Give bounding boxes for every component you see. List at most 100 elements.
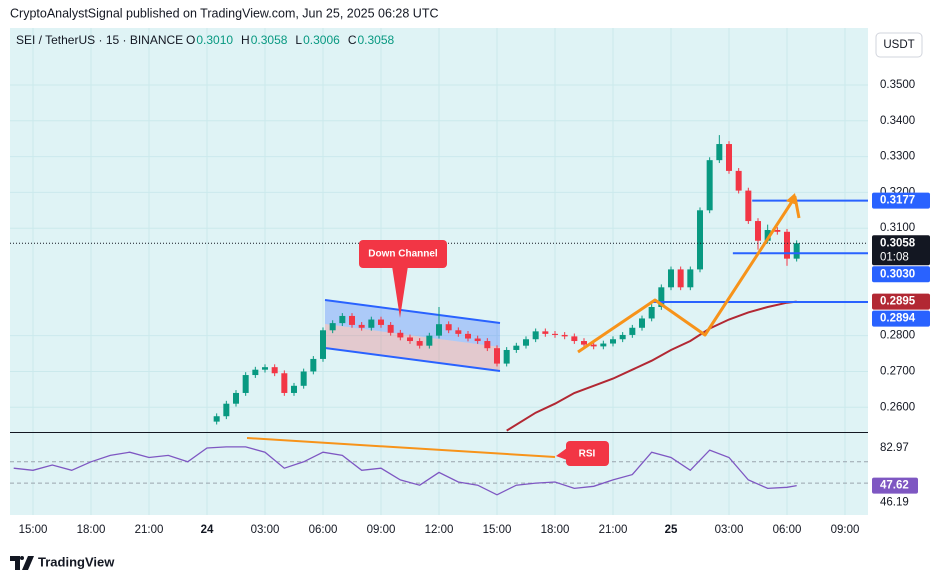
ohlc-key: L <box>295 33 302 47</box>
rsi-line <box>13 446 797 496</box>
price-label-box <box>872 310 930 327</box>
currency-box <box>875 32 923 58</box>
x-tick-label: 03:00 <box>251 524 280 536</box>
candle-body <box>580 341 587 345</box>
symbol: SEI / TetherUS · 15 · BINANCE <box>16 33 183 47</box>
candle-body <box>571 336 578 342</box>
candle-body <box>551 333 558 335</box>
rsi-annotation: RSI <box>246 437 609 466</box>
candle-body <box>368 319 375 328</box>
candle-body <box>542 331 549 334</box>
price-label-box <box>872 192 930 209</box>
candle-body <box>474 338 481 342</box>
callout-box <box>359 240 447 268</box>
publisher-text: CryptoAnalystSignal published on Trading… <box>10 6 439 20</box>
rsi-callout-box <box>566 441 609 466</box>
down-channel <box>324 299 501 372</box>
price-label: 0.2895 <box>880 296 916 308</box>
ohlc-value: 0.3058 <box>251 33 288 47</box>
price-label: 0.3030 <box>880 268 915 280</box>
candle-body <box>262 367 269 370</box>
rsi-trendline <box>246 437 556 458</box>
rsi-pointer <box>556 448 567 460</box>
callout-text: Down Channel <box>368 249 438 260</box>
rsi-value-box <box>872 477 918 494</box>
channel-lower-fill <box>325 324 500 371</box>
candle-body <box>378 319 385 325</box>
candle-body <box>426 335 433 346</box>
candle-body <box>667 269 674 288</box>
rsi-value: 47.62 <box>880 480 909 492</box>
x-tick-label: 06:00 <box>773 524 802 536</box>
x-tick-label: 18:00 <box>541 524 570 536</box>
countdown: 01:08 <box>880 251 909 263</box>
arrow-head <box>786 193 797 205</box>
candle-body <box>300 371 307 386</box>
candle-body <box>339 315 346 324</box>
candle-body <box>416 341 423 346</box>
ohlc-key: O <box>186 33 195 47</box>
candle-body <box>484 341 491 349</box>
price-label: 0.3058 <box>880 237 916 249</box>
candle-body <box>532 331 539 340</box>
candle-body <box>455 330 462 334</box>
candle-body <box>793 243 800 259</box>
callout-pointer <box>392 266 408 318</box>
rsi-callout-text: RSI <box>579 449 596 460</box>
candle-body <box>223 403 230 417</box>
candle-body <box>600 343 607 347</box>
candle-body <box>291 385 298 393</box>
moving-average <box>506 300 797 432</box>
x-tick-label: 24 <box>201 524 214 536</box>
top-bar <box>0 0 936 28</box>
y-tick-label: 0.2800 <box>880 330 915 342</box>
x-tick-label: 06:00 <box>309 524 338 536</box>
candle-body <box>310 358 317 372</box>
footer <box>0 545 936 580</box>
candle-body <box>716 144 723 161</box>
candle-body <box>397 332 404 338</box>
channel-top <box>324 299 501 324</box>
candle-body <box>358 324 365 328</box>
axis-labels: 15:00 18:00 21:00 24 03:00 06:00 09:00 12:00 15:… <box>19 79 930 536</box>
x-tick-label: 21:00 <box>135 524 164 536</box>
channel-upper-fill <box>325 300 500 347</box>
candle-body <box>677 269 684 288</box>
x-tick-label: 18:00 <box>77 524 106 536</box>
price-label-box <box>872 266 930 283</box>
candle-body <box>445 324 452 331</box>
candle-body <box>387 324 394 333</box>
candle-body <box>754 221 761 241</box>
candle-body <box>764 230 771 241</box>
candle-body <box>658 287 665 308</box>
ohlc-value: 0.3006 <box>303 33 340 47</box>
candle-body <box>783 231 790 259</box>
candle-body <box>436 324 442 336</box>
candle-body <box>320 330 327 359</box>
legend-header: SEI / TetherUS · 15 · BINANCE O 0.3010 H 0.… <box>16 33 395 47</box>
x-tick-label: 15:00 <box>483 524 512 536</box>
channel-bottom <box>324 347 501 372</box>
candle-body <box>281 373 288 393</box>
time-axis <box>0 515 868 545</box>
orange-path <box>577 193 801 354</box>
candle-body <box>407 337 414 342</box>
candle-body <box>590 344 597 347</box>
candle-body <box>745 190 752 222</box>
candle-body <box>349 315 356 325</box>
candle-body <box>687 269 694 288</box>
price-label: 0.2894 <box>880 313 916 325</box>
candle-body <box>706 160 713 211</box>
y-tick-label: 0.2600 <box>880 401 915 413</box>
candle-body <box>271 367 278 374</box>
candle-body <box>638 318 645 328</box>
candle-body <box>233 392 240 404</box>
y-tick-label: 0.3500 <box>880 79 915 91</box>
candle-body <box>619 334 626 340</box>
candle-body <box>464 333 471 339</box>
candle-body <box>774 230 781 232</box>
y-tick-label: 0.3100 <box>880 222 915 234</box>
candle-body <box>213 416 220 422</box>
